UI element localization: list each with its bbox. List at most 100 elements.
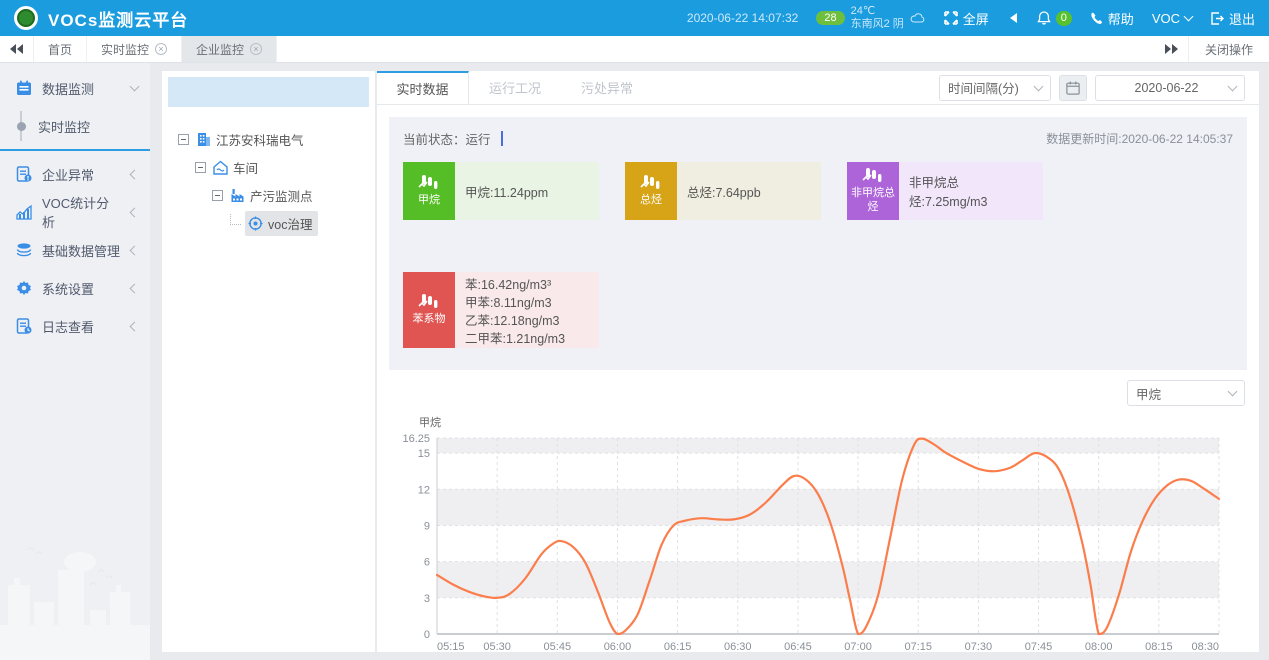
benzene-value: 苯:16.42ng/m3³ [465,277,589,294]
chevron-down-icon [130,82,140,92]
logout-button[interactable]: 退出 [1210,9,1255,28]
fullscreen-button[interactable]: 全屏 [944,9,989,28]
weather-text: 24℃ 东南风2 阴 [851,5,904,31]
chevron-left-icon [130,321,140,331]
vocs-monitoring-platform: VOCs监测云平台 2020-06-22 14:07:32 28 24℃ 东南风… [0,0,1269,660]
collapse-icon[interactable] [178,134,189,145]
chevron-down-icon [1034,81,1044,91]
svg-text:06:45: 06:45 [784,641,812,652]
scroll-tabs-left-icon[interactable] [0,36,34,62]
total-hc-value: 总烃:7.64ppb [687,182,811,201]
sidebar-item-enterprise-abnormal[interactable]: 企业异常 [0,155,150,193]
methane-value: 甲烷:11.24ppm [465,182,589,201]
data-update-time: 数据更新时间:2020-06-22 14:05:37 [1046,130,1233,147]
svg-text:3: 3 [424,593,430,605]
svg-text:07:15: 07:15 [904,641,932,652]
sidebar-item-realtime-monitoring[interactable]: 实时监控 [0,107,150,145]
help-button[interactable]: 帮助 [1090,9,1134,28]
close-tab-icon[interactable]: × [155,43,167,55]
bell-icon [1037,11,1051,26]
main-panel: 实时数据 运行工况 污处异常 时间间隔(分) 2020-06-22 [377,71,1259,652]
tree-node-pollution-point[interactable]: 产污监测点 [170,181,367,209]
tree-panel-header [168,77,369,107]
close-tab-icon[interactable]: × [250,43,262,55]
svg-text:6: 6 [424,557,430,569]
chevron-down-icon [1228,387,1238,397]
pollutant-card-nmhc: 非甲烷总烃 非甲烷总烃:7.25mg/m3 [847,162,1043,220]
scroll-tabs-right-icon[interactable] [1154,36,1188,62]
tab-realtime-data[interactable]: 实时数据 [377,71,469,104]
app-title: VOCs监测云平台 [48,6,188,31]
date-select[interactable]: 2020-06-22 [1095,75,1245,101]
chevron-down-icon [1184,12,1194,22]
xylene-value: 二甲苯:1.21ng/m3 [465,331,589,348]
tree-connector [230,214,241,225]
svg-text:9: 9 [424,520,430,532]
tab-pollution-abnormal[interactable]: 污处异常 [561,71,653,104]
slider-dot-icon [16,111,26,141]
tree-node-workshop[interactable]: 车间 [170,153,367,181]
gas-meter-icon [640,174,662,192]
pollutant-card-methane: 甲烷 甲烷:11.24ppm [403,162,599,220]
chevron-left-icon [130,207,140,217]
tab-enterprise-monitoring[interactable]: 企业监控 × [182,36,277,62]
svg-text:15: 15 [418,448,430,460]
double-right-arrow-icon [1164,44,1178,54]
weather-widget: 28 24℃ 东南风2 阴 [816,5,925,31]
app-header: VOCs监测云平台 2020-06-22 14:07:32 28 24℃ 东南风… [0,0,1269,36]
sidebar-item-data-monitoring[interactable]: 数据监测 [0,69,150,107]
svg-text:12: 12 [418,484,430,496]
ethylbenzene-value: 乙苯:12.18ng/m3 [465,313,589,330]
sidebar-item-log-viewer[interactable]: 日志查看 [0,307,150,345]
log-file-icon [16,318,32,334]
chart-series-select[interactable]: 甲烷 [1127,380,1245,406]
gas-meter-icon [862,167,884,185]
calendar-icon [16,80,32,96]
gear-icon [16,280,32,296]
svg-text:08:00: 08:00 [1085,641,1113,652]
city-skyline-watermark [0,530,150,660]
methane-tile: 甲烷 [403,162,455,220]
open-tabs-bar: 首页 实时监控 × 企业监控 × 关闭操作 [0,36,1269,63]
factory-icon [230,188,245,203]
tree-node-voc-treatment[interactable]: voc治理 [170,209,367,237]
sidebar-item-voc-statistics[interactable]: VOC统计分析 [0,193,150,231]
tree-node-company[interactable]: 江苏安科瑞电气 [170,125,367,153]
building-icon [196,132,211,147]
interval-select[interactable]: 时间间隔(分) [939,75,1051,101]
fullscreen-icon [944,11,958,25]
calendar-button[interactable] [1059,75,1087,101]
tab-realtime-monitoring[interactable]: 实时监控 × [87,36,182,62]
collapse-icon[interactable] [212,190,223,201]
tab-operating-condition[interactable]: 运行工况 [469,71,561,104]
current-status-label: 当前状态：运行 [403,129,491,148]
nmhc-tile: 非甲烷总烃 [847,162,899,220]
svg-text:甲烷: 甲烷 [419,415,441,429]
document-alert-icon [16,166,32,182]
close-operations-button[interactable]: 关闭操作 [1188,36,1269,62]
notification-count-badge: 0 [1056,11,1072,26]
svg-text:08:30: 08:30 [1191,641,1219,652]
user-menu-button[interactable]: VOC [1152,11,1192,26]
logout-icon [1210,12,1224,25]
tab-home[interactable]: 首页 [34,36,87,62]
status-caret-bar [501,131,503,146]
sidebar-item-system-settings[interactable]: 系统设置 [0,269,150,307]
cloud-icon [910,10,926,26]
notifications-button[interactable]: 0 [1037,11,1072,26]
svg-text:06:30: 06:30 [724,641,752,652]
collapse-icon[interactable] [195,162,206,173]
detail-tabs: 实时数据 运行工况 污处异常 时间间隔(分) 2020-06-22 [377,71,1259,105]
svg-text:16.25: 16.25 [402,433,430,445]
sidebar-item-basic-data-management[interactable]: 基础数据管理 [0,231,150,269]
double-left-arrow-icon [10,44,24,54]
chevron-down-icon [1228,81,1238,91]
chevron-left-icon [130,283,140,293]
mute-button[interactable] [1007,12,1019,24]
svg-text:08:15: 08:15 [1145,641,1173,652]
pollutant-card-benzene-series: 苯系物 苯:16.42ng/m3³ 甲苯:8.11ng/m3 乙苯:12.18n… [403,272,599,348]
phone-icon [1090,12,1103,25]
benzene-series-tile: 苯系物 [403,272,455,348]
speaker-muted-icon [1007,12,1019,24]
gas-meter-icon [418,293,440,311]
